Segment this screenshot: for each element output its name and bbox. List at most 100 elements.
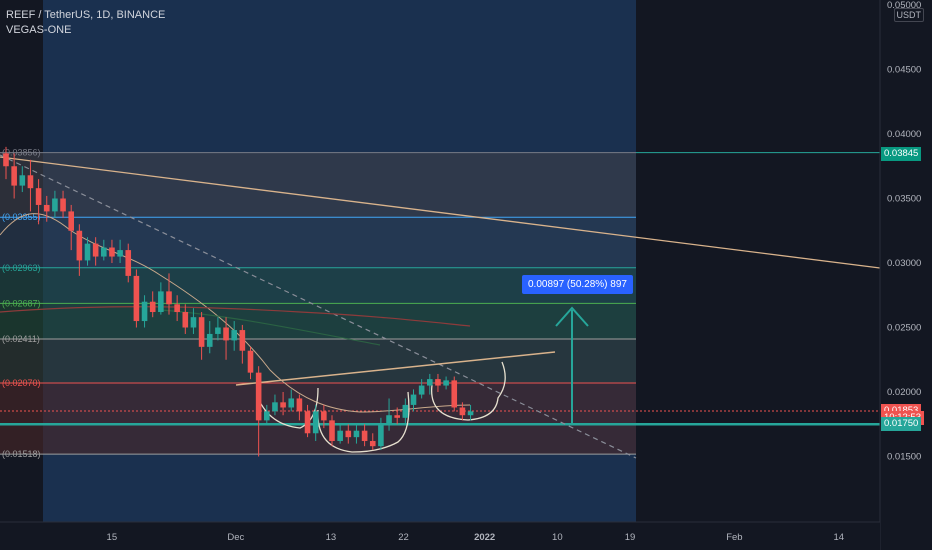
time-tick-label: 14: [834, 532, 845, 543]
fib-retracement[interactable]: (0.03856)(0.03355)(0.02963)(0.02687)(0.0…: [0, 148, 880, 460]
time-tick-label: 22: [398, 532, 409, 543]
candle-body: [11, 166, 17, 186]
symbol-title[interactable]: REEF / TetherUS, 1D, BINANCE: [6, 9, 166, 21]
candle-body: [361, 430, 368, 442]
candle-body: [418, 385, 425, 395]
right-shoulder-mark: [431, 361, 506, 421]
price-tick-label: 0.02000: [887, 387, 921, 398]
candle-body: [166, 291, 172, 305]
fib-level-label: (0.02070): [2, 378, 41, 388]
candle-body: [264, 411, 270, 421]
fib-level-label: (0.01518): [2, 449, 41, 459]
candle-body: [296, 398, 303, 412]
candle-body: [239, 330, 246, 351]
indicator-name[interactable]: VEGAS-ONE: [6, 24, 72, 36]
chart-header: REEF / TetherUS, 1D, BINANCE VEGAS-ONE: [6, 8, 165, 38]
candle-body: [247, 350, 254, 373]
candle-body: [133, 275, 140, 322]
drawings-layer[interactable]: [0, 154, 881, 459]
candle-body: [345, 430, 352, 438]
candle-body: [27, 175, 34, 189]
candle-body: [101, 247, 107, 257]
head-mark: [317, 391, 410, 453]
fib-level-label: (0.02687): [2, 298, 41, 308]
price-axis-background: [880, 0, 932, 550]
descending-trendline[interactable]: [0, 156, 881, 269]
dashed-trendline[interactable]: [0, 154, 637, 459]
candle-body: [329, 420, 335, 442]
price-axis[interactable]: 0.05000 0.04500 0.04000 0.03500 0.03000 0.025…: [879, 0, 932, 550]
candle-body: [109, 247, 115, 257]
candle-body: [321, 411, 327, 421]
candle-body: [52, 198, 58, 212]
fib-zone: [0, 338, 636, 383]
fib-zone: [0, 152, 636, 218]
time-tick-label: 2022: [474, 532, 495, 543]
time-tick-label: Dec: [227, 532, 244, 543]
candle-body: [84, 243, 91, 261]
time-tick-label: 13: [326, 532, 337, 543]
fib-level-label: (0.03856): [2, 148, 41, 158]
candlesticks: [3, 146, 474, 457]
candle-body: [231, 330, 237, 341]
price-tick-label: 0.04500: [887, 65, 921, 76]
candle-body: [92, 243, 99, 257]
candle-body: [402, 404, 409, 418]
candle-body: [182, 312, 189, 328]
candle-body: [288, 398, 295, 408]
candle-body: [467, 411, 474, 416]
fib-zone: [0, 217, 636, 268]
fib-level-label: (0.02963): [2, 263, 41, 273]
measure-arrow-head: [555, 306, 589, 327]
price-tag: 0.03845: [881, 146, 922, 161]
candle-body: [427, 379, 433, 386]
candle-body: [158, 291, 164, 313]
candle-body: [386, 415, 392, 425]
candle-body: [369, 441, 376, 447]
candle-body: [215, 327, 221, 334]
candle-body: [435, 379, 441, 386]
candle-body: [149, 301, 156, 313]
time-tick-label: 15: [107, 532, 118, 543]
price-tag: 0.01750: [881, 417, 922, 432]
price-tick-label: 0.04000: [887, 129, 921, 140]
candle-body: [272, 402, 278, 412]
candle-body: [459, 407, 466, 416]
candle-body: [125, 250, 132, 276]
time-tick-label: Feb: [726, 532, 742, 543]
price-tick-label: 0.03500: [887, 194, 921, 205]
candle-body: [60, 198, 66, 212]
candle-body: [394, 415, 400, 418]
candle-body: [76, 230, 83, 261]
candle-body: [353, 430, 360, 438]
candle-body: [280, 402, 286, 408]
candle-body: [68, 211, 74, 231]
time-axis-background: [0, 522, 880, 550]
candle-body: [190, 317, 197, 328]
price-tick-label: 0.02500: [887, 323, 921, 334]
candle-body: [198, 317, 205, 347]
candle-body: [255, 372, 262, 421]
time-axis[interactable]: 15 Dec 13 22 2022 10 19 Feb 14: [0, 521, 880, 550]
fib-level-label: (0.02411): [2, 334, 40, 344]
candle-body: [19, 175, 26, 186]
candle-body: [43, 204, 50, 212]
candle-body: [141, 301, 148, 322]
neckline[interactable]: [235, 351, 556, 386]
candle-body: [223, 327, 229, 341]
candle-body: [378, 424, 384, 447]
candle-body: [443, 380, 449, 386]
candle-body: [451, 380, 458, 408]
price-tick-label: 0.05000: [887, 0, 921, 11]
moving-average-slow: [0, 306, 471, 327]
time-tick-label: 19: [625, 532, 636, 543]
candle-body: [337, 430, 343, 442]
measure-label: 0.00897 (50.28%) 897: [522, 275, 633, 294]
currency-badge[interactable]: USDT: [893, 8, 924, 22]
candle-body: [206, 333, 213, 347]
candle-body: [3, 153, 9, 167]
candle-body: [117, 250, 123, 257]
candle-body: [304, 411, 311, 434]
candle-body: [174, 304, 180, 313]
